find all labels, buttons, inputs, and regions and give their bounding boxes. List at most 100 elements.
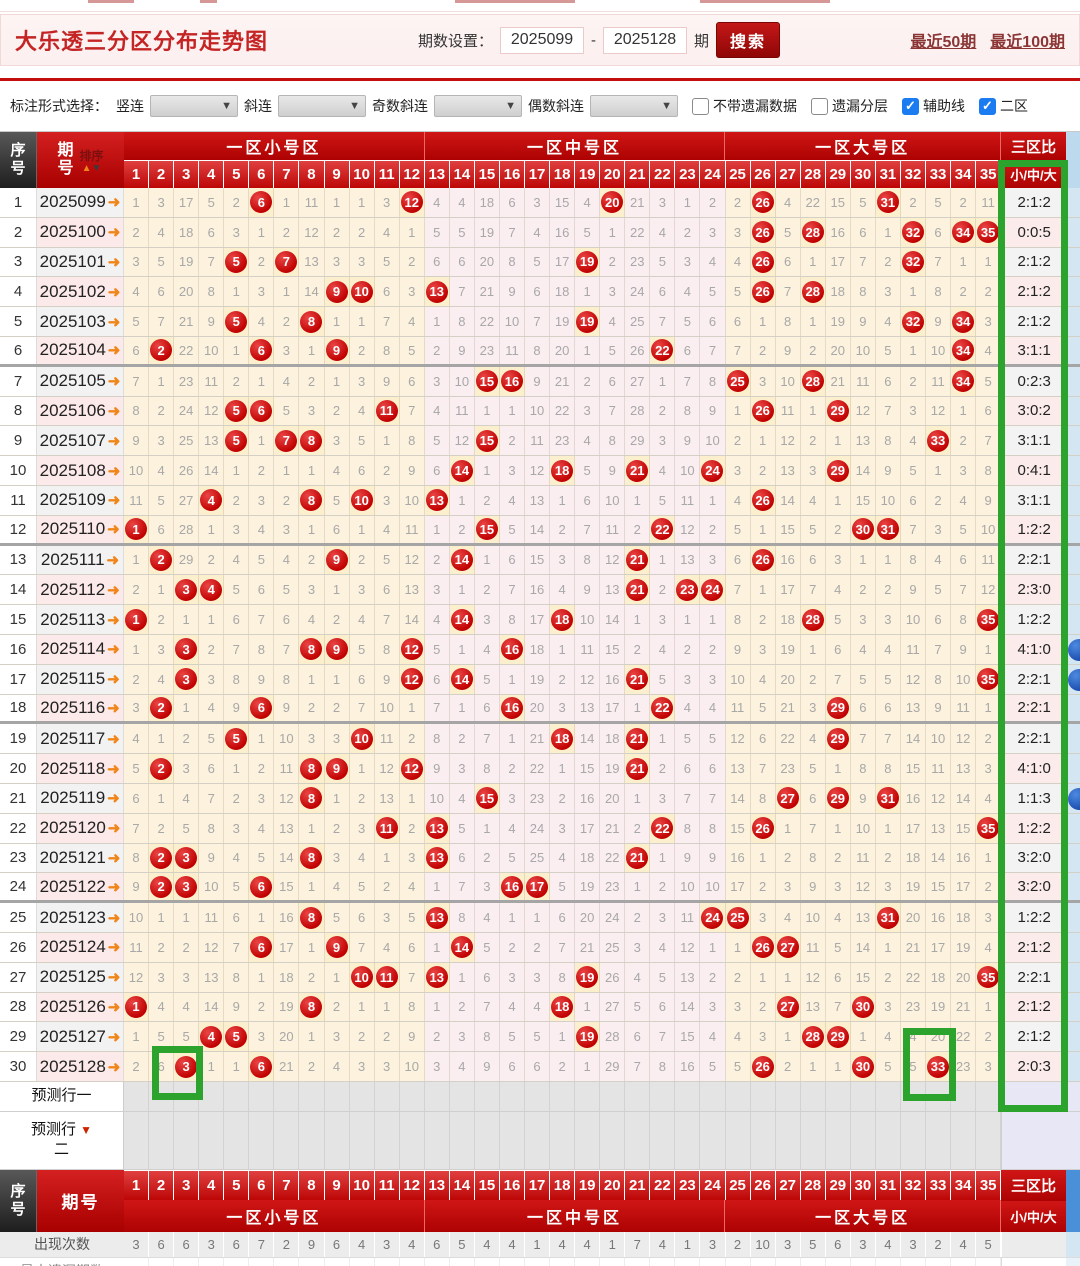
guide-line-checkbox[interactable]: ✓	[902, 97, 919, 115]
prediction-cell[interactable]	[424, 1111, 450, 1169]
prediction-cell[interactable]	[600, 1111, 626, 1169]
prediction-cell[interactable]	[750, 1081, 776, 1111]
zone2-checkbox[interactable]: ✓	[979, 97, 996, 115]
prediction-cell[interactable]	[374, 1081, 400, 1111]
prediction-cell[interactable]	[299, 1111, 325, 1169]
prediction-cell[interactable]	[525, 1111, 551, 1169]
prediction-cell[interactable]	[124, 1081, 150, 1111]
col-header-26: 26	[750, 160, 776, 188]
last-50-link[interactable]: 最近50期	[910, 34, 977, 51]
period-from-input[interactable]	[500, 26, 585, 54]
prediction-cell[interactable]	[199, 1081, 225, 1111]
prediction-cell[interactable]	[926, 1111, 952, 1169]
miss-count-cell: 3	[274, 336, 300, 364]
prediction-cell[interactable]	[850, 1081, 876, 1111]
prediction-cell[interactable]	[174, 1111, 200, 1169]
prediction-cell[interactable]	[875, 1111, 901, 1169]
prediction-cell[interactable]	[900, 1111, 926, 1169]
prediction-cell[interactable]	[951, 1111, 977, 1169]
miss-count-cell: 8	[199, 813, 225, 843]
prediction-cell[interactable]	[399, 1111, 425, 1169]
prediction-cell[interactable]	[976, 1081, 1002, 1111]
prediction-cell[interactable]	[725, 1081, 751, 1111]
miss-layer-checkbox[interactable]	[811, 97, 828, 115]
prediction-cell[interactable]	[525, 1081, 551, 1111]
diagonal-link-select[interactable]: ▼	[278, 95, 366, 117]
prediction-cell[interactable]	[825, 1111, 851, 1169]
odd-diagonal-select[interactable]: ▼	[434, 95, 522, 117]
prediction-cell[interactable]	[149, 1081, 175, 1111]
prediction-cell[interactable]	[650, 1081, 676, 1111]
prediction-cell[interactable]	[675, 1081, 701, 1111]
prediction-cell[interactable]	[700, 1111, 726, 1169]
prediction-cell[interactable]	[800, 1111, 826, 1169]
prediction-cell[interactable]	[424, 1081, 450, 1111]
miss-count-cell: 1	[700, 485, 726, 515]
prediction-cell[interactable]	[800, 1081, 826, 1111]
prediction-cell[interactable]	[625, 1111, 651, 1169]
miss-count-cell: 13	[600, 575, 626, 605]
prediction-cell[interactable]	[976, 1111, 1002, 1169]
prediction-cell[interactable]	[875, 1081, 901, 1111]
prediction-cell[interactable]	[550, 1111, 576, 1169]
even-diagonal-select[interactable]: ▼	[590, 95, 678, 117]
prediction-cell[interactable]	[374, 1111, 400, 1169]
sort-control[interactable]: 排序 ▲▼	[80, 147, 104, 174]
prediction-cell[interactable]	[600, 1081, 626, 1111]
prediction-cell[interactable]	[324, 1111, 350, 1169]
red-ball-icon: 14	[450, 608, 473, 631]
prediction-cell[interactable]	[575, 1111, 601, 1169]
prediction-cell[interactable]	[124, 1111, 150, 1169]
period-to-input[interactable]	[603, 26, 688, 54]
prediction-cell[interactable]	[449, 1081, 475, 1111]
miss-count-cell: 3	[299, 575, 325, 605]
col-header-35: 35	[976, 160, 1002, 188]
maxmiss-cell: 19	[876, 1257, 901, 1266]
prediction-cell[interactable]	[499, 1111, 525, 1169]
prediction-cell[interactable]	[399, 1081, 425, 1111]
prediction-cell[interactable]	[174, 1081, 200, 1111]
vertical-link-select[interactable]: ▼	[150, 95, 238, 117]
prediction-cell[interactable]	[625, 1081, 651, 1111]
prediction-cell[interactable]	[449, 1111, 475, 1169]
prediction-cell[interactable]	[299, 1081, 325, 1111]
col-header-5: 5	[224, 160, 250, 188]
prediction-cell[interactable]	[199, 1111, 225, 1169]
prediction-cell[interactable]	[274, 1111, 300, 1169]
prediction-cell[interactable]	[825, 1081, 851, 1111]
prediction-cell[interactable]	[224, 1081, 250, 1111]
prediction-cell[interactable]	[725, 1111, 751, 1169]
prediction-cell[interactable]	[926, 1081, 952, 1111]
prediction-cell[interactable]	[474, 1111, 500, 1169]
prediction-cell[interactable]	[550, 1081, 576, 1111]
prediction-cell[interactable]	[249, 1111, 275, 1169]
prediction-cell[interactable]	[349, 1081, 375, 1111]
prediction-cell[interactable]	[650, 1111, 676, 1169]
prediction-cell[interactable]	[850, 1111, 876, 1169]
prediction-cell[interactable]	[274, 1081, 300, 1111]
prediction-cell[interactable]	[575, 1081, 601, 1111]
prediction-cell[interactable]	[951, 1081, 977, 1111]
last-100-link[interactable]: 最近100期	[990, 34, 1065, 51]
prediction-cell[interactable]	[249, 1081, 275, 1111]
miss-count-cell: 20	[951, 962, 977, 992]
prediction-cell[interactable]	[474, 1081, 500, 1111]
drawn-ball-cell: 26	[750, 1052, 776, 1081]
prediction-cell[interactable]	[675, 1111, 701, 1169]
prediction-cell[interactable]	[750, 1111, 776, 1169]
prediction-cell[interactable]	[900, 1081, 926, 1111]
drawn-ball-cell: 25	[725, 366, 751, 396]
prediction-cell[interactable]	[324, 1081, 350, 1111]
prediction-cell[interactable]	[149, 1111, 175, 1169]
prediction-cell[interactable]	[224, 1111, 250, 1169]
no-miss-data-checkbox[interactable]	[692, 97, 709, 115]
data-row-2025099: 1 2025099 ➜ 1 3 17 5 2 6 1 11 1 1 3 12 4 4 18 6 3 15 4 20 21 3 1 2…	[0, 188, 1080, 218]
prediction-cell[interactable]	[700, 1081, 726, 1111]
prediction-cell[interactable]	[775, 1111, 801, 1169]
search-button[interactable]: 搜索	[716, 22, 781, 58]
miss-count-cell: 15	[900, 754, 926, 783]
prediction-cell[interactable]	[775, 1081, 801, 1111]
red-ball-icon: 9	[325, 280, 348, 303]
prediction-cell[interactable]	[499, 1081, 525, 1111]
prediction-cell[interactable]	[349, 1111, 375, 1169]
